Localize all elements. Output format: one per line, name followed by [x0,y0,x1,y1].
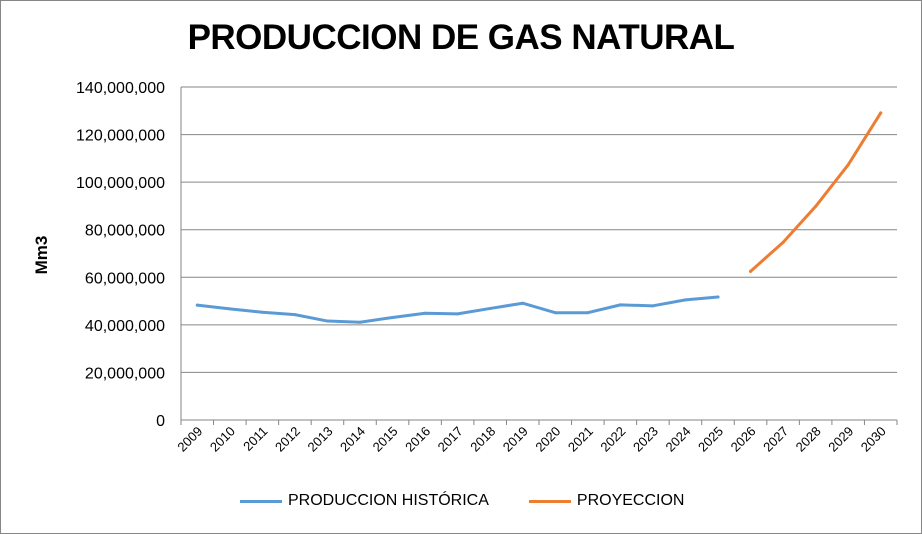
x-tick-label: 2028 [793,424,824,455]
y-tick-label: 60,000,000 [85,270,165,287]
data-point [260,310,264,314]
x-tick-label: 2022 [597,424,628,455]
x-tick-label: 2025 [695,424,726,455]
x-tick-label: 2030 [858,424,889,455]
legend-swatch [528,499,571,503]
y-tick-label: 100,000,000 [76,175,165,192]
x-tick-label: 2027 [760,424,791,455]
data-point [358,320,362,324]
y-axis-label: Mm3 [32,236,51,275]
data-point [814,204,818,208]
x-tick-label: 2023 [630,424,661,455]
x-tick-label: 2018 [467,424,498,455]
x-tick-label: 2012 [272,424,303,455]
x-tick-label: 2010 [207,424,238,455]
x-tick-label: 2017 [435,424,466,455]
x-tick-label: 2014 [337,424,368,455]
x-tick-label: 2009 [174,424,205,455]
x-tick-label: 2019 [500,424,531,455]
x-tick-label: 2016 [402,424,433,455]
data-point [618,303,622,307]
data-point [683,298,687,302]
data-point [716,295,720,299]
data-point [423,311,427,315]
data-point [651,304,655,308]
y-tick-label: 0 [156,413,165,430]
series-line-proyeccion [749,111,883,273]
x-tick-label: 2026 [728,424,759,455]
legend-item: PROYECCION [528,492,685,510]
x-tick-label: 2024 [663,424,694,455]
x-tick-label: 2015 [370,424,401,455]
data-point [553,311,557,315]
x-tick-label: 2021 [565,424,596,455]
y-tick-label: 80,000,000 [85,223,165,240]
legend-label: PROYECCION [576,492,685,509]
legend: PRODUCCION HISTÓRICA PROYECCION [240,492,724,510]
data-point [325,319,329,323]
data-point [521,301,525,305]
y-tick-label: 40,000,000 [85,318,165,335]
data-point [781,240,785,244]
y-tick-label: 140,000,000 [76,80,165,97]
legend-label: PRODUCCION HISTÓRICA [288,492,489,509]
series-line-historica [195,295,720,324]
x-tick-label: 2013 [305,424,336,455]
x-tick-label: 2029 [825,424,856,455]
chart-title: PRODUCCION DE GAS NATURAL [187,18,735,57]
data-point [488,306,492,310]
y-tick-label: 20,000,000 [85,365,165,382]
data-point [391,315,395,319]
legend-item: PRODUCCION HISTÓRICA [240,492,489,510]
data-point [195,303,199,307]
x-tick-label: 2020 [532,424,563,455]
data-point [456,312,460,316]
y-tick-label: 120,000,000 [76,128,165,145]
data-point [228,307,232,311]
data-point [846,163,850,167]
data-point [879,111,883,115]
data-point [586,311,590,315]
legend-swatch [240,499,282,503]
data-point [293,313,297,317]
data-point [749,269,753,273]
x-tick-label: 2011 [240,424,270,454]
